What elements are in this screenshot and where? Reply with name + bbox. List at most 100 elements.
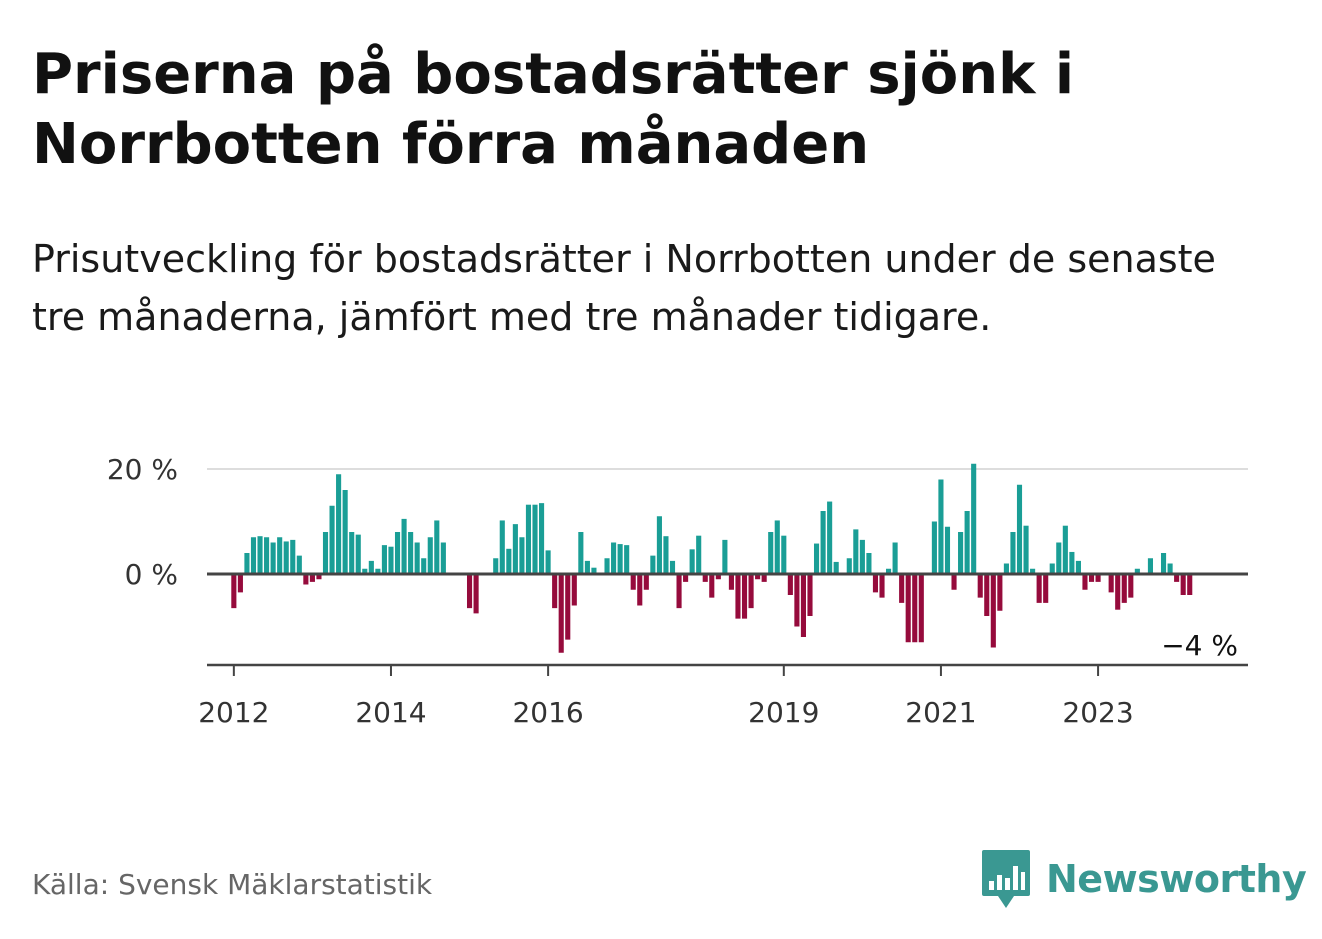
bar <box>1088 574 1095 582</box>
bar <box>794 574 800 627</box>
bar <box>277 537 283 574</box>
x-tick-label: 2019 <box>748 696 819 729</box>
bar <box>1147 558 1153 574</box>
bar <box>1180 574 1186 595</box>
bar <box>512 524 518 575</box>
bar <box>525 504 532 574</box>
axes <box>207 572 1248 676</box>
bar <box>499 520 505 574</box>
bar <box>872 574 879 593</box>
bar <box>1095 574 1101 582</box>
bar <box>990 574 996 648</box>
bar <box>342 490 348 574</box>
bar <box>558 574 564 653</box>
bar <box>741 574 748 619</box>
bar <box>283 541 289 574</box>
bar <box>918 574 924 643</box>
bar <box>552 574 558 609</box>
bar <box>237 574 243 593</box>
bar <box>899 574 905 603</box>
bar <box>368 560 374 575</box>
bar <box>859 539 865 575</box>
bar <box>669 560 676 575</box>
bar <box>1036 574 1042 603</box>
bar <box>394 532 401 574</box>
bar <box>1023 525 1029 574</box>
bar <box>1010 532 1016 574</box>
bar <box>322 532 329 574</box>
bar <box>997 574 1003 611</box>
bar <box>421 558 427 574</box>
bar <box>362 568 368 574</box>
bar <box>250 537 257 574</box>
bar <box>316 574 322 580</box>
bar <box>1075 560 1081 575</box>
bar <box>427 537 433 574</box>
bar <box>663 536 669 574</box>
bar <box>748 574 754 609</box>
bar <box>1174 574 1180 582</box>
y-tick-label: 20 % <box>107 453 178 486</box>
chart-title: Priserna på bostadsrätter sjönk i Norrbo… <box>32 42 1075 177</box>
bar <box>755 574 761 580</box>
x-axis-labels: 2012 2014 2016 2019 2021 2023 <box>198 696 1133 729</box>
bar <box>466 574 473 609</box>
bar <box>820 511 826 574</box>
y-axis-labels: 0 % 20 % <box>107 453 178 591</box>
bar <box>971 463 977 574</box>
bar <box>290 539 296 575</box>
bar <box>1003 563 1009 574</box>
bar <box>355 534 361 575</box>
annotations: −4 % <box>1161 629 1238 662</box>
bar <box>584 560 590 575</box>
bar <box>1043 574 1049 603</box>
bar <box>630 574 636 590</box>
x-tick-label: 2012 <box>198 696 269 729</box>
bar-series <box>231 463 1193 653</box>
bar <box>958 532 964 574</box>
bar <box>761 574 767 582</box>
bar <box>545 550 551 575</box>
x-tick-label: 2016 <box>512 696 583 729</box>
bar <box>800 574 806 637</box>
bar <box>964 511 970 574</box>
bar <box>506 548 512 574</box>
bar <box>833 561 839 574</box>
bar <box>715 574 721 580</box>
bar <box>1082 574 1088 590</box>
bar <box>231 574 237 609</box>
bar <box>1167 563 1173 574</box>
bar <box>735 574 741 619</box>
bar <box>846 558 852 574</box>
bar <box>296 555 302 575</box>
bar <box>571 574 577 606</box>
bar <box>244 553 250 574</box>
bar <box>1030 568 1036 574</box>
bar <box>309 574 315 582</box>
bar <box>375 568 381 574</box>
bar <box>866 553 872 574</box>
x-tick-label: 2021 <box>905 696 976 729</box>
bar <box>722 539 728 575</box>
bar <box>643 574 649 590</box>
bar <box>1062 525 1068 574</box>
bar <box>532 504 538 574</box>
bar <box>414 542 420 574</box>
bar <box>892 542 898 574</box>
bar <box>440 542 446 574</box>
bar <box>604 558 610 574</box>
bar <box>303 574 309 585</box>
bar <box>951 574 957 590</box>
bar <box>1134 568 1140 574</box>
bar <box>408 532 414 574</box>
bar <box>1069 551 1075 574</box>
bar <box>578 532 584 574</box>
bar <box>938 479 944 574</box>
bar <box>768 532 774 574</box>
bar <box>886 568 892 574</box>
bar <box>676 574 682 609</box>
brand-logo-block: Newsworthy <box>980 848 1307 910</box>
bar <box>1108 574 1114 593</box>
bar <box>656 516 662 574</box>
bar <box>473 574 479 614</box>
